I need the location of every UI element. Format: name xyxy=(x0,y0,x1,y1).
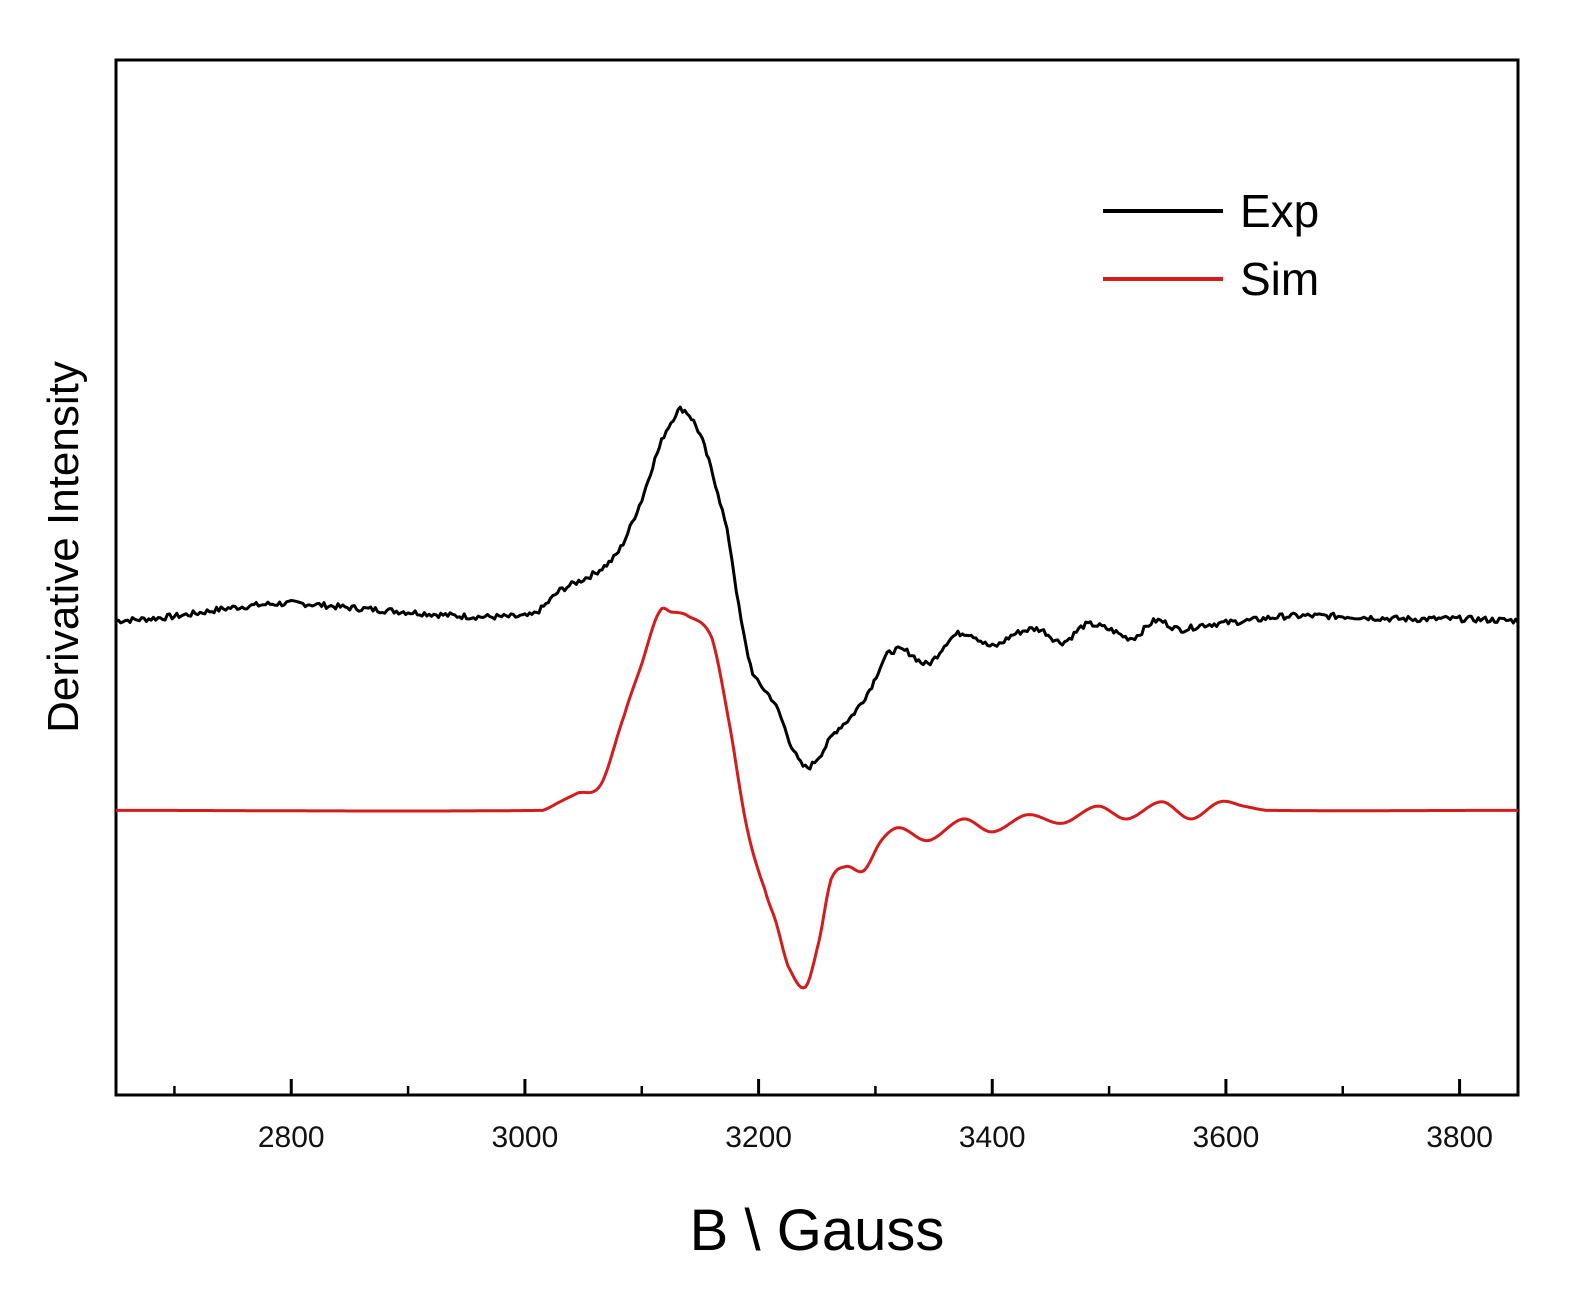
legend-label-exp: Exp xyxy=(1240,185,1319,237)
series-line-sim xyxy=(116,606,1518,990)
x-axis-label: B \ Gauss xyxy=(690,1198,945,1263)
y-axis-label: Derivative Intensity xyxy=(39,361,88,733)
x-tick-label-2800: 2800 xyxy=(258,1121,325,1154)
x-tick-label-3200: 3200 xyxy=(725,1121,792,1154)
x-tick-label-3600: 3600 xyxy=(1193,1121,1260,1154)
x-tick-label-3400: 3400 xyxy=(959,1121,1026,1154)
x-tick-label-3800: 3800 xyxy=(1426,1121,1493,1154)
series-line-exp xyxy=(115,405,1520,771)
series-group xyxy=(115,405,1520,990)
x-tick-label-3000: 3000 xyxy=(492,1121,559,1154)
plot-frame xyxy=(114,58,1520,1097)
x-axis-ticks xyxy=(173,1079,1462,1095)
x-axis-tick-labels: 2800 3000 3200 3400 3600 3800 xyxy=(258,1121,1493,1154)
legend-label-sim: Sim xyxy=(1240,253,1319,305)
legend: Exp Sim xyxy=(1103,185,1319,305)
